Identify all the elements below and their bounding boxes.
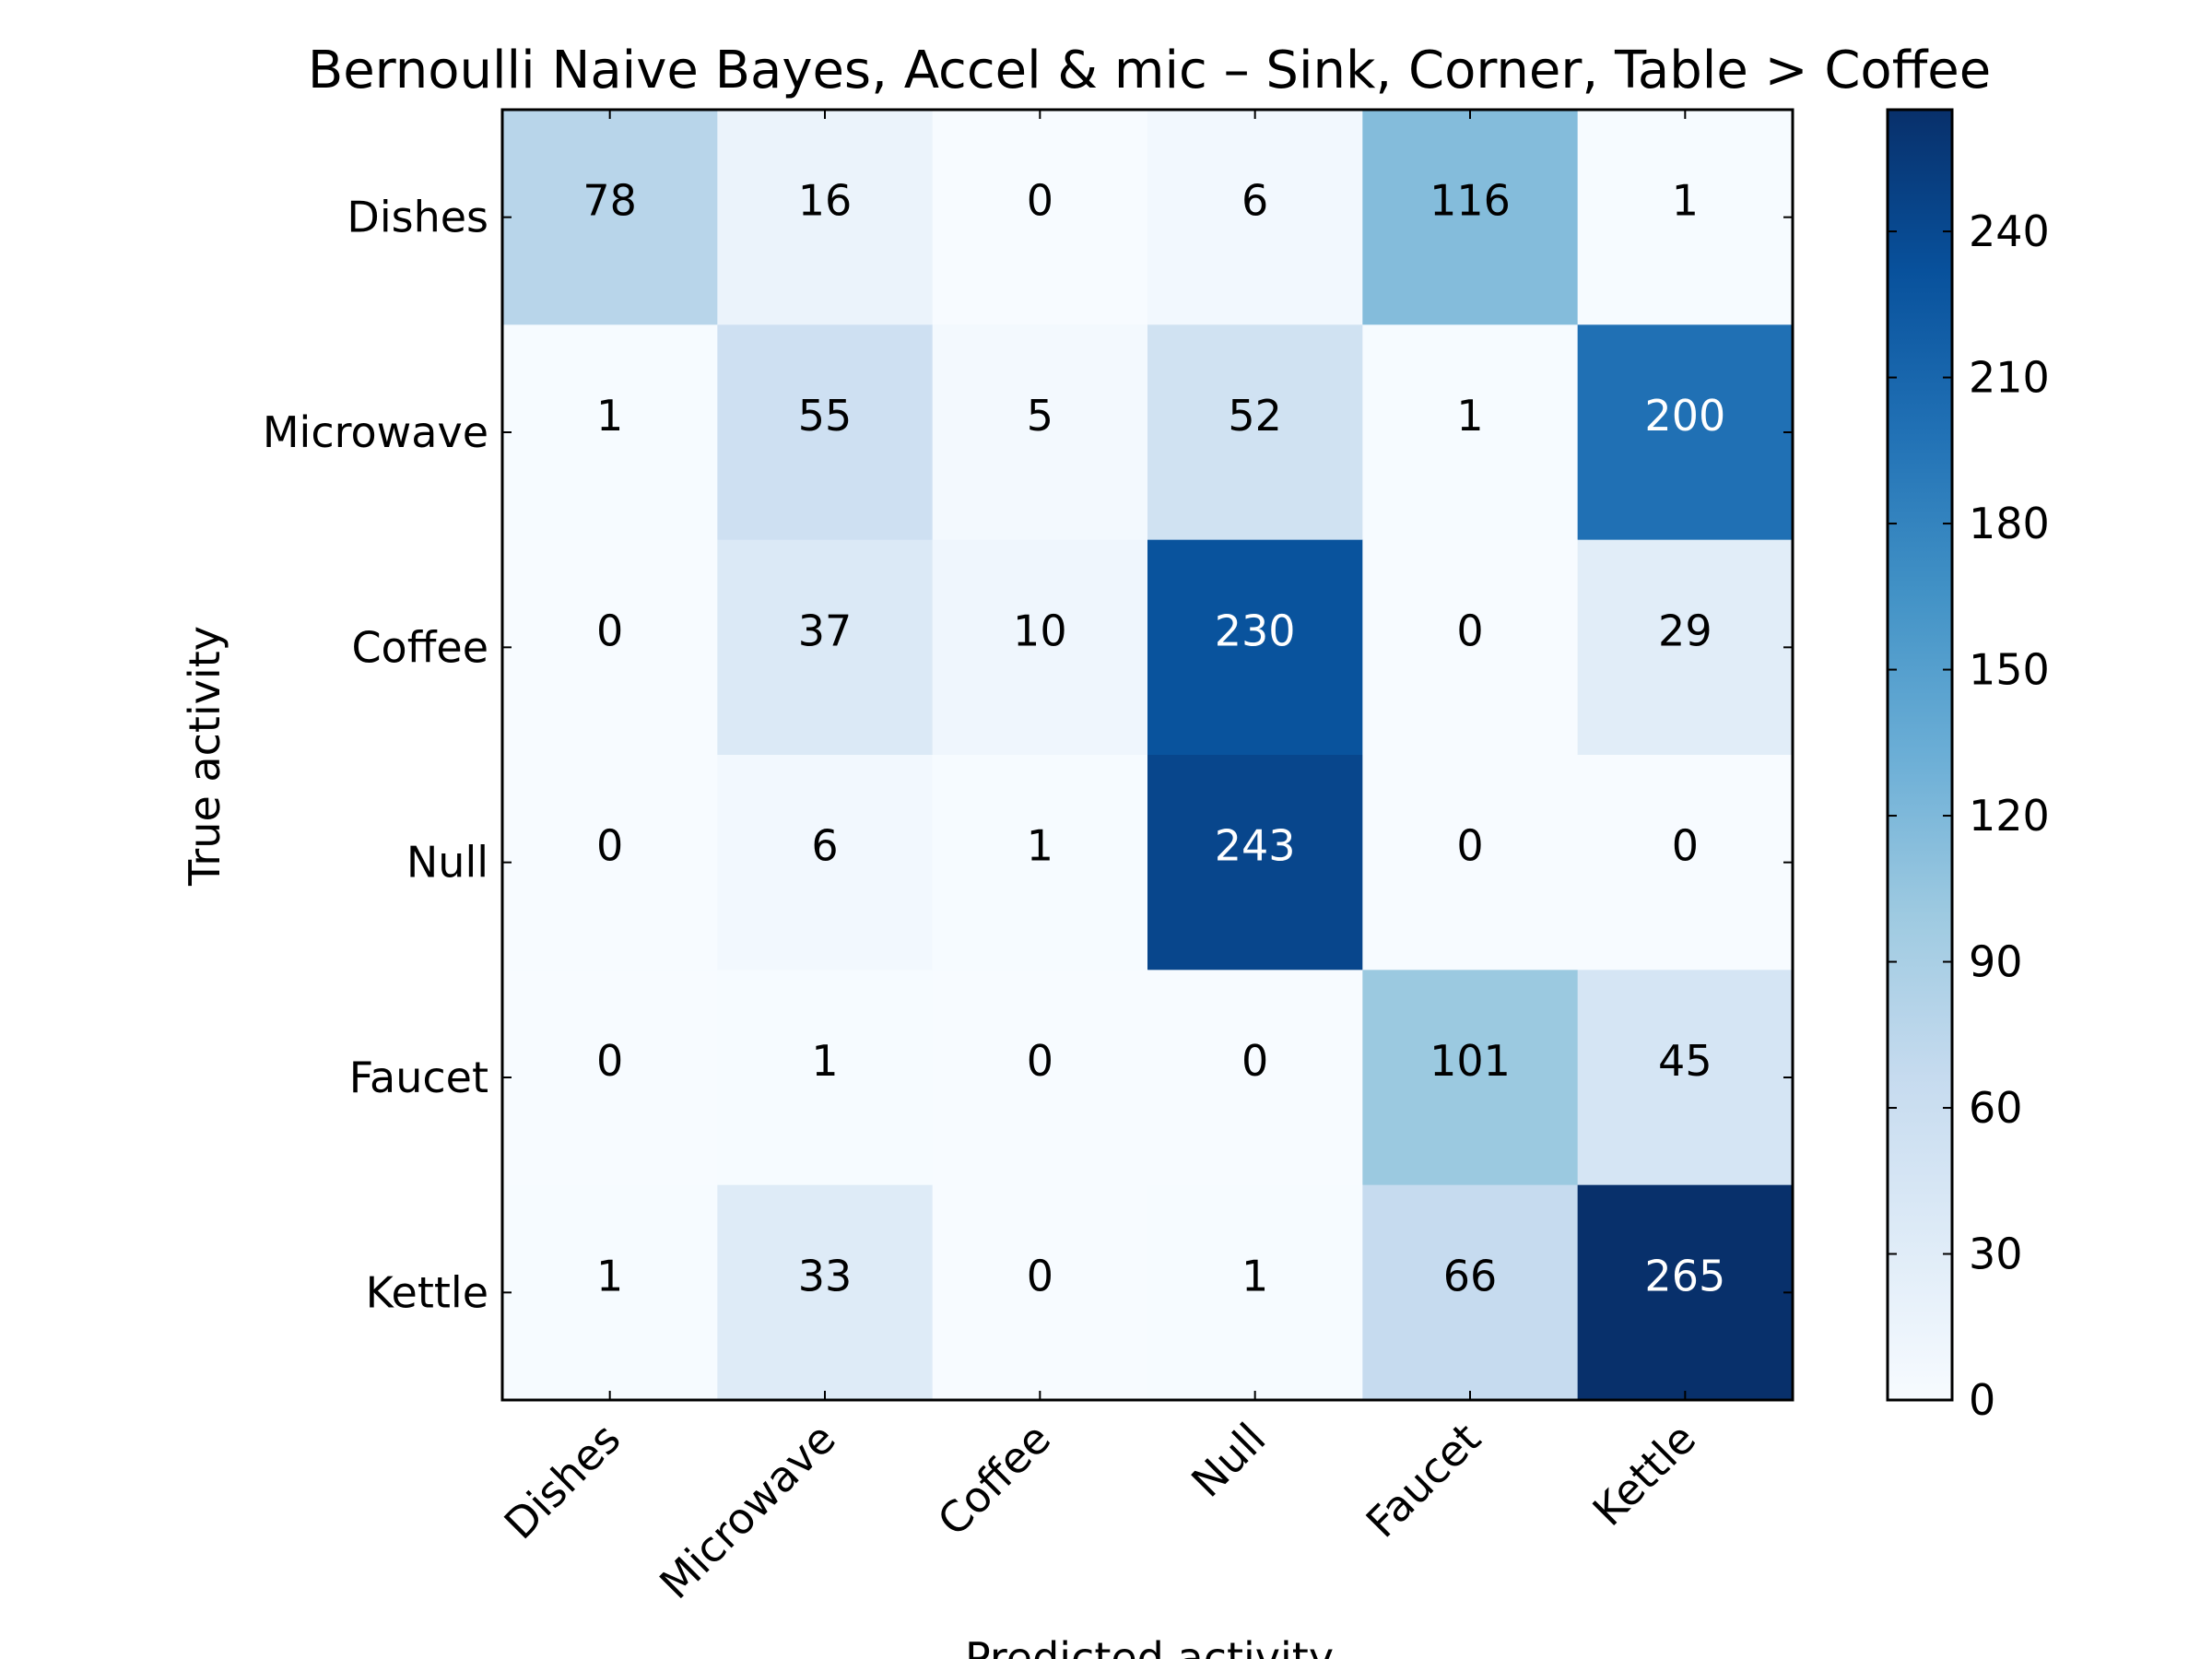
cell-value-label: 1 bbox=[1456, 391, 1483, 441]
colorbar-tick-label: 0 bbox=[1969, 1375, 1995, 1425]
heatmap-cell bbox=[932, 110, 1148, 325]
cell-value-label: 1 bbox=[596, 391, 623, 441]
y-axis-label: True activity bbox=[180, 626, 229, 887]
heatmap-cell bbox=[717, 324, 934, 541]
heatmap-cell bbox=[1362, 970, 1579, 1186]
heatmap-cell bbox=[1362, 324, 1579, 541]
y-tick-label: Null bbox=[406, 838, 488, 888]
cell-value-label: 265 bbox=[1644, 1251, 1725, 1300]
y-tick-label: Microwave bbox=[263, 407, 488, 457]
cell-value-label: 33 bbox=[798, 1251, 853, 1300]
heatmap-cell bbox=[502, 324, 718, 541]
colorbar-tick-label: 210 bbox=[1969, 353, 2050, 403]
cell-value-label: 78 bbox=[582, 176, 637, 226]
cell-value-label: 45 bbox=[1658, 1036, 1712, 1086]
cell-value-label: 230 bbox=[1215, 606, 1296, 655]
heatmap-cell bbox=[502, 1184, 718, 1401]
heatmap-cell bbox=[502, 970, 718, 1186]
y-tick-labels: Dishes Microwave Coffee Null Faucet Kettle bbox=[263, 193, 488, 1318]
cell-value-label: 0 bbox=[596, 606, 623, 655]
heatmap-cell bbox=[932, 1184, 1148, 1401]
cell-value-label: 0 bbox=[1027, 176, 1053, 226]
heatmap-cells bbox=[502, 110, 1794, 1401]
heatmap-cell bbox=[1577, 1184, 1794, 1401]
heatmap-cell bbox=[1147, 970, 1363, 1186]
cell-value-label: 0 bbox=[1456, 821, 1483, 871]
cell-value-label: 1 bbox=[1241, 1251, 1268, 1300]
cell-value-label: 55 bbox=[798, 391, 853, 441]
y-tick-label: Dishes bbox=[347, 193, 488, 242]
cell-value-label: 0 bbox=[596, 821, 623, 871]
heatmap-cell bbox=[1147, 755, 1363, 971]
colorbar-tick-label: 240 bbox=[1969, 206, 2050, 256]
heatmap-cell bbox=[502, 755, 718, 971]
axis-ticks bbox=[502, 110, 1793, 1400]
cell-value-label: 6 bbox=[811, 821, 838, 871]
heatmap-cell bbox=[1577, 539, 1794, 756]
heatmap-cell bbox=[1147, 324, 1363, 541]
cell-value-label: 1 bbox=[1027, 821, 1053, 871]
y-tick-label: Coffee bbox=[351, 622, 488, 672]
colorbar bbox=[1886, 108, 1954, 1402]
cell-value-label: 10 bbox=[1013, 606, 1067, 655]
colorbar-tick-label: 90 bbox=[1969, 937, 2023, 987]
cell-value-label: 243 bbox=[1215, 821, 1296, 871]
cell-value-label: 1 bbox=[1672, 176, 1699, 226]
cell-value-label: 37 bbox=[798, 606, 853, 655]
cell-value-label: 0 bbox=[1241, 1036, 1268, 1086]
heatmap-cell bbox=[717, 539, 934, 756]
heatmap-cell bbox=[1147, 110, 1363, 325]
cell-value-label: 66 bbox=[1443, 1251, 1498, 1300]
heatmap-cell bbox=[932, 970, 1148, 1186]
heatmap-cell bbox=[1362, 539, 1579, 756]
heatmap-cell bbox=[1362, 755, 1579, 971]
heatmap-cell bbox=[717, 755, 934, 971]
cell-value-label: 1 bbox=[811, 1036, 838, 1086]
cell-value-label: 1 bbox=[596, 1251, 623, 1300]
heatmap-cell bbox=[932, 755, 1148, 971]
plot-frame bbox=[500, 108, 1794, 1402]
cell-value-label: 0 bbox=[1672, 821, 1699, 871]
cell-value-label: 16 bbox=[798, 176, 853, 226]
colorbar-ticks: 0 30 60 90 120 150 180 210 240 bbox=[1888, 206, 2050, 1425]
cell-value-label: 200 bbox=[1644, 391, 1725, 441]
cell-value-label: 29 bbox=[1658, 606, 1712, 655]
heatmap-cell bbox=[502, 539, 718, 756]
y-tick-label: Faucet bbox=[349, 1053, 488, 1102]
cell-value-label: 5 bbox=[1027, 391, 1053, 441]
colorbar-tick-label: 120 bbox=[1969, 791, 2050, 841]
x-axis-label: Predicted activity bbox=[965, 1633, 1334, 1659]
heatmap-cell bbox=[1577, 970, 1794, 1186]
colorbar-tick-label: 180 bbox=[1969, 499, 2050, 548]
heatmap-cell bbox=[1577, 755, 1794, 971]
heatmap-cell bbox=[717, 1184, 934, 1401]
heatmap-cell bbox=[1147, 539, 1363, 756]
cell-value-label: 101 bbox=[1430, 1036, 1511, 1086]
heatmap-cell bbox=[1577, 110, 1794, 325]
chart-title: Bernoulli Naive Bayes, Accel & mic – Sin… bbox=[308, 41, 1991, 100]
colorbar-tick-label: 60 bbox=[1969, 1083, 2023, 1133]
heatmap-cell bbox=[717, 110, 934, 325]
heatmap-cell bbox=[717, 970, 934, 1186]
cell-value-label: 52 bbox=[1228, 391, 1282, 441]
y-tick-label: Kettle bbox=[366, 1267, 488, 1317]
heatmap-cell bbox=[932, 324, 1148, 541]
cell-value-label: 116 bbox=[1430, 176, 1511, 226]
heatmap-cell bbox=[932, 539, 1148, 756]
cell-value-label: 0 bbox=[1027, 1036, 1053, 1086]
heatmap-cell bbox=[1362, 1184, 1579, 1401]
cell-value-label: 0 bbox=[1456, 606, 1483, 655]
heatmap-cell bbox=[502, 110, 718, 325]
heatmap-cell bbox=[1362, 110, 1579, 325]
cell-value-label: 6 bbox=[1241, 176, 1268, 226]
cell-value-label: 0 bbox=[1027, 1251, 1053, 1300]
colorbar-tick-label: 150 bbox=[1969, 645, 2050, 695]
colorbar-tick-label: 30 bbox=[1969, 1230, 2023, 1279]
heatmap-cell bbox=[1147, 1184, 1363, 1401]
cell-value-label: 0 bbox=[596, 1036, 623, 1086]
heatmap-cell bbox=[1577, 324, 1794, 541]
